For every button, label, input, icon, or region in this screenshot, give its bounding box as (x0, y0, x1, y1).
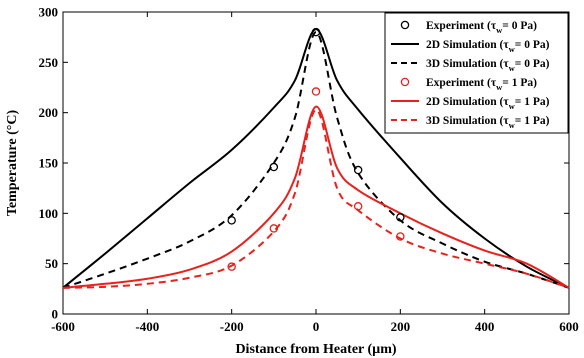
x-tick-label: 400 (475, 319, 495, 334)
x-tick-label: 0 (313, 319, 320, 334)
legend-entry: 3D Simulation (τw= 1 Pa) (426, 115, 550, 130)
series-line-3 (62, 31, 570, 289)
legend-marker-swatch (400, 77, 410, 87)
y-tick-label: 300 (39, 5, 59, 20)
legend-entry: 2D Simulation (τw= 0 Pa) (426, 39, 550, 54)
x-tick-label: -400 (135, 319, 159, 334)
y-tick-label: 100 (39, 206, 59, 221)
x-tick-label: -200 (220, 319, 244, 334)
y-tick-label: 150 (39, 156, 59, 171)
data-point (311, 27, 321, 37)
legend-box (384, 12, 569, 134)
y-axis-label: Temperature (°C) (5, 110, 20, 217)
x-tick-label: 200 (391, 319, 411, 334)
axes: -600 -400 -200 0 200 400 600 0 50 100 150 200 250 300 (39, 5, 579, 335)
series-line-6 (62, 108, 570, 289)
x-tick-label: -600 (51, 319, 75, 334)
data-point (311, 87, 321, 96)
y-tick-label: 50 (45, 256, 58, 271)
data-point (353, 165, 363, 175)
x-tick-label: 600 (559, 319, 579, 334)
legend: Experiment (τw= 0 Pa) 2D Simulation (τw= … (384, 12, 569, 134)
y-tick-label: 0 (52, 307, 59, 322)
data-point (269, 162, 279, 172)
series-line-5 (62, 105, 570, 289)
y-tick-label: 250 (39, 55, 59, 70)
legend-entry: 3D Simulation (τw= 0 Pa) (426, 58, 550, 73)
data-point (269, 224, 279, 233)
x-axis-label: Distance from Heater (µm) (235, 342, 396, 357)
data-point (396, 213, 405, 222)
legend-entry: 2D Simulation (τw= 1 Pa) (426, 96, 550, 111)
data-point (227, 216, 236, 225)
data-point (396, 232, 405, 241)
series-markers (227, 27, 405, 271)
data-point (353, 202, 363, 211)
legend-entry: Experiment (τw= 0 Pa) (426, 20, 537, 35)
legend-marker-swatch (400, 20, 410, 30)
y-tick-label: 200 (39, 105, 59, 120)
legend-entry: Experiment (τw= 1 Pa) (426, 77, 537, 92)
data-point (227, 262, 236, 271)
